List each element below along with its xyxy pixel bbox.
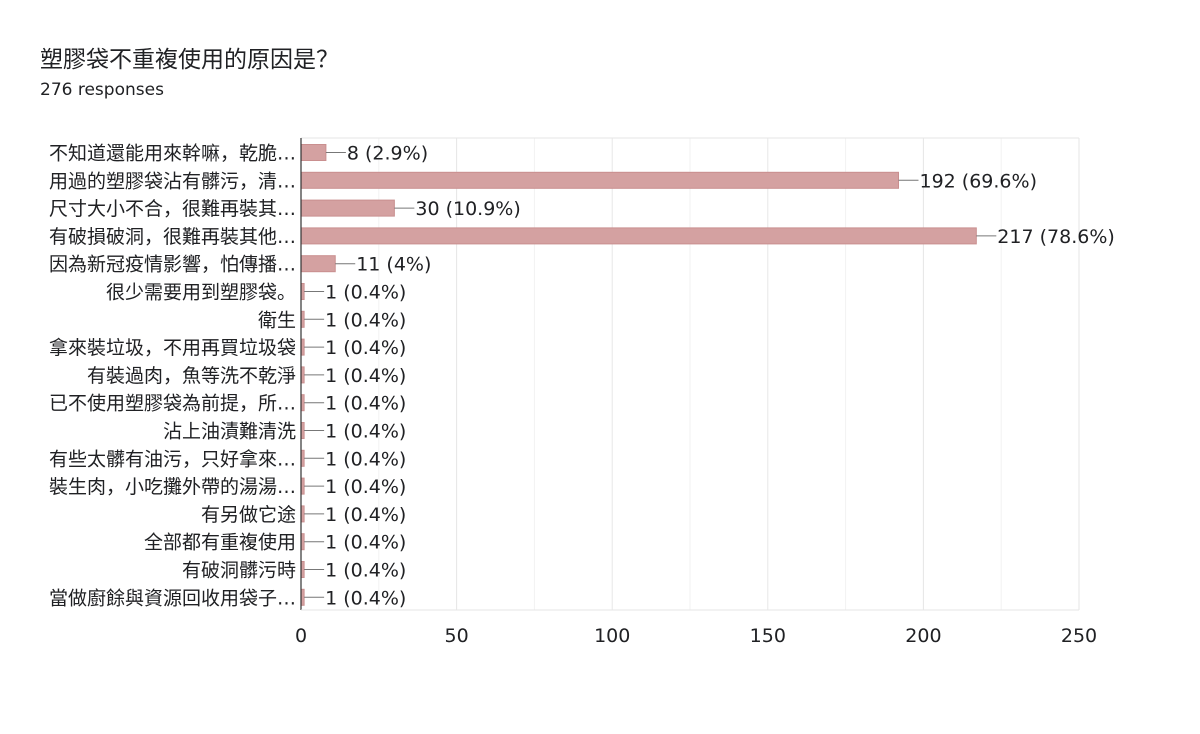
data-label: 1 (0.4%) — [325, 532, 406, 554]
x-tick-label: 0 — [295, 625, 307, 647]
response-count: 276 responses — [40, 80, 164, 100]
category-label: 不知道還能用來幹嘛，乾脆… — [49, 143, 296, 165]
data-label: 217 (78.6%) — [997, 226, 1114, 248]
data-label: 1 (0.4%) — [325, 560, 406, 582]
bar — [300, 199, 395, 217]
x-tick-label: 50 — [445, 625, 469, 647]
x-tick-label: 200 — [905, 625, 941, 647]
category-label: 有破洞髒污時 — [182, 560, 296, 582]
data-label: 1 (0.4%) — [325, 504, 406, 526]
category-label: 已不使用塑膠袋為前提，所… — [49, 393, 296, 415]
data-label: 1 (0.4%) — [325, 476, 406, 498]
data-label: 1 (0.4%) — [325, 587, 406, 609]
category-label: 全部都有重複使用 — [144, 532, 296, 554]
data-label: 1 (0.4%) — [325, 365, 406, 387]
x-tick-label: 100 — [594, 625, 630, 647]
category-label: 有些太髒有油污，只好拿來… — [49, 447, 296, 470]
data-label: 1 (0.4%) — [325, 309, 406, 331]
x-tick-label: 250 — [1061, 625, 1097, 647]
bar — [300, 144, 327, 161]
data-label: 30 (10.9%) — [415, 198, 520, 220]
category-label: 有破損破洞，很難再裝其他… — [49, 226, 296, 248]
chart-title: 塑膠袋不重複使用的原因是？ — [40, 47, 339, 73]
category-label: 沾上油漬難清洗 — [163, 421, 296, 443]
data-label: 1 (0.4%) — [325, 421, 406, 443]
bar — [300, 171, 900, 189]
category-label: 拿來裝垃圾，不用再買垃圾袋 — [49, 336, 296, 359]
data-label: 192 (69.6%) — [920, 170, 1038, 192]
category-label: 尺寸大小不合，很難再裝其… — [49, 198, 296, 220]
data-label: 1 (0.4%) — [325, 393, 406, 415]
category-label: 有另做它途 — [201, 504, 296, 526]
bar — [300, 227, 977, 245]
category-label: 很少需要用到塑膠袋。 — [106, 282, 296, 304]
data-label: 1 (0.4%) — [325, 448, 406, 470]
data-label: 1 (0.4%) — [325, 282, 406, 304]
category-label: 衛生 — [258, 309, 296, 331]
data-label: 8 (2.9%) — [347, 143, 428, 165]
bar — [300, 255, 336, 273]
data-label: 11 (4%) — [356, 254, 431, 276]
category-label: 裝生肉，小吃攤外帶的湯湯… — [49, 476, 296, 498]
category-label: 當做廚餘與資源回收用袋子… — [49, 586, 296, 609]
category-label: 因為新冠疫情影響，怕傳播… — [49, 254, 296, 276]
x-tick-label: 150 — [750, 625, 786, 647]
category-label: 有裝過肉，魚等洗不乾淨 — [87, 365, 296, 387]
category-label: 用過的塑膠袋沾有髒污，清… — [49, 170, 296, 192]
data-label: 1 (0.4%) — [325, 337, 406, 359]
